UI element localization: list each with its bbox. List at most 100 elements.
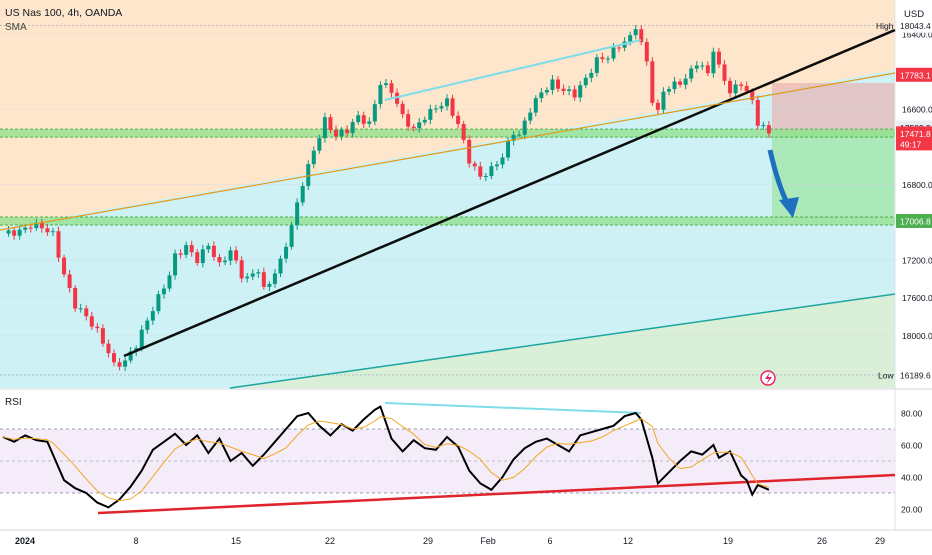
candle-body	[539, 92, 544, 99]
candle-body	[356, 115, 361, 123]
candle-body	[728, 80, 733, 94]
candle-body	[245, 276, 250, 279]
sell-level-badge: 17783.1	[900, 70, 931, 80]
candle-body	[145, 320, 150, 330]
candle-body	[295, 202, 300, 226]
candle-body	[589, 72, 594, 78]
candle-body	[700, 65, 705, 67]
high-label: High	[876, 21, 894, 31]
candle-body	[733, 84, 738, 94]
time-tick-label: 15	[231, 536, 241, 546]
candle-body	[322, 117, 327, 139]
candle-body	[278, 258, 283, 274]
candle-body	[689, 68, 694, 79]
candle-body	[694, 65, 699, 69]
candle-body	[556, 79, 560, 89]
rsi-ma-line	[2, 416, 770, 502]
candle-body	[389, 83, 394, 93]
candle-body	[522, 120, 527, 135]
candle-body	[766, 125, 771, 134]
rsi-support-trendline[interactable]	[97, 473, 896, 515]
candle-body	[411, 126, 416, 129]
candle-body	[284, 246, 289, 259]
low-value-bg	[896, 367, 932, 382]
candle-body	[511, 134, 516, 141]
candle-body	[750, 91, 755, 101]
current-price-badge: 17471.8	[900, 129, 931, 139]
candle-body	[250, 273, 255, 277]
time-tick-label: 22	[325, 536, 335, 546]
candle-body	[289, 225, 294, 247]
candle-body	[12, 230, 17, 236]
candle-body	[611, 47, 616, 59]
currency-label[interactable]: USD	[904, 9, 925, 20]
candle-body	[722, 64, 727, 81]
time-tick-label: 29	[875, 536, 885, 546]
candle-body	[34, 222, 39, 229]
candle-body	[445, 98, 449, 107]
candle-body	[67, 274, 72, 288]
price-axis-bg	[895, 0, 932, 550]
axis-labels-layer: 18000.0 17600.0 17200.0 16800.0 16600.0 16400…	[15, 18, 932, 546]
candle-body	[383, 83, 388, 86]
main-uptrend-line[interactable]	[123, 28, 896, 358]
support-zone-lower	[0, 216, 895, 225]
high-value-bg	[896, 18, 932, 33]
candle-body	[744, 85, 749, 92]
lightning-icon[interactable]	[760, 370, 776, 386]
sma-indicator-label[interactable]: SMA	[5, 22, 27, 33]
time-tick-label: 8	[133, 536, 138, 546]
rsi-line	[2, 405, 770, 509]
candle-body	[178, 253, 183, 255]
time-tick-label: 12	[623, 536, 633, 546]
candle-body	[683, 78, 688, 85]
candle-body	[561, 88, 566, 92]
candle-body	[128, 351, 133, 361]
candle-body	[661, 91, 666, 110]
candle-body	[544, 90, 549, 93]
candle-body	[494, 164, 499, 167]
candle-body	[23, 227, 28, 230]
candle-body	[578, 85, 583, 98]
candle-body	[239, 260, 244, 279]
candle-body	[628, 35, 633, 42]
candle-body	[517, 134, 522, 136]
candles-layer	[6, 24, 771, 372]
candle-body	[617, 47, 622, 49]
candle-body	[117, 362, 122, 367]
upper-channel-line[interactable]	[0, 72, 896, 231]
candle-body	[350, 122, 355, 134]
rsi-layer	[2, 405, 770, 509]
candle-body	[84, 308, 89, 317]
candle-body	[406, 114, 411, 127]
candle-body	[139, 329, 144, 348]
candle-body	[761, 125, 766, 127]
candle-body	[195, 252, 200, 264]
price-tick-label: 16400.0	[902, 29, 932, 39]
candle-body	[478, 166, 483, 177]
candle-body	[345, 129, 350, 134]
candle-body	[306, 164, 311, 187]
candle-body	[428, 108, 433, 120]
time-tick-label: 19	[723, 536, 733, 546]
candle-body	[450, 98, 455, 116]
candle-body	[200, 249, 205, 264]
rsi-divergence-line[interactable]	[384, 402, 642, 414]
bearish-arrow-head	[779, 197, 799, 218]
candle-body	[217, 257, 222, 263]
candle-body	[667, 89, 671, 92]
candle-body	[711, 51, 716, 74]
rsi-label[interactable]: RSI	[5, 397, 22, 408]
symbol-title[interactable]: US Nas 100, 4h, OANDA	[5, 7, 123, 19]
candle-body	[156, 294, 161, 312]
candle-body	[367, 121, 372, 124]
candle-body	[100, 328, 105, 344]
candle-body	[583, 77, 588, 86]
candle-body	[472, 163, 477, 167]
lower-channel-line[interactable]	[229, 293, 896, 389]
resistance-divergence-line[interactable]	[384, 39, 642, 101]
candle-body	[150, 311, 155, 321]
